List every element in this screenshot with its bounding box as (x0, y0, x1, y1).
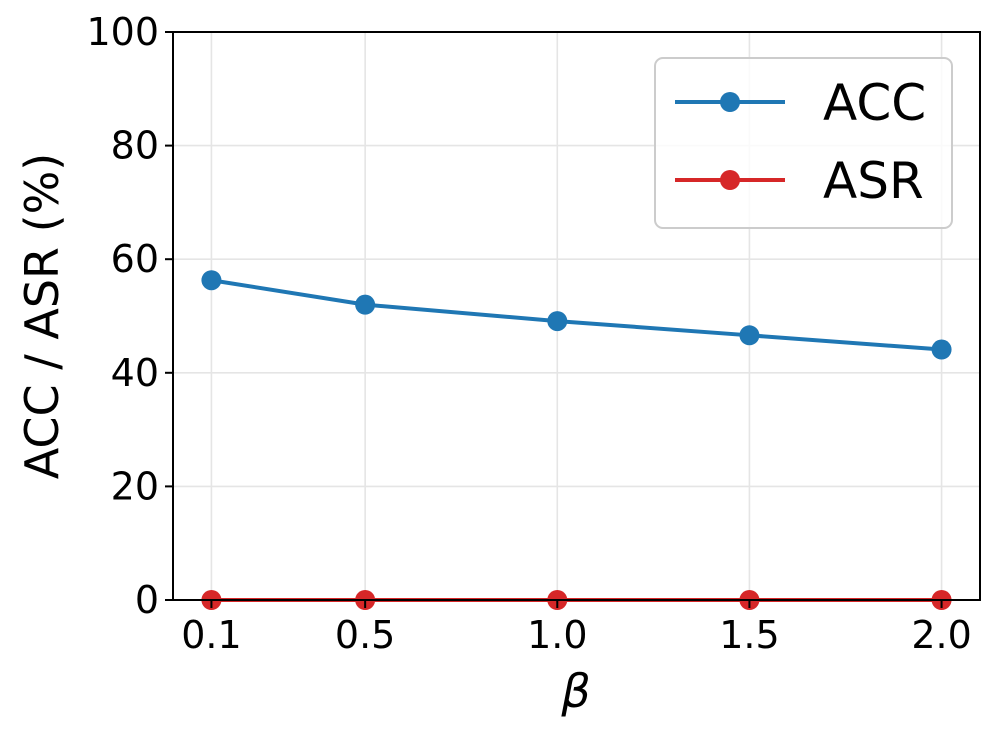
x-tick-label: 0.1 (181, 613, 241, 657)
data-point-acc (355, 294, 376, 315)
y-tick-label: 20 (111, 464, 159, 508)
x-axis: 0.1 0.5 1.0 1.5 2.0 (181, 600, 972, 657)
x-tick-label: 0.5 (335, 613, 395, 657)
legend-acc-label: ACC (823, 74, 926, 132)
data-point-acc (201, 270, 222, 291)
y-tick-label: 0 (135, 578, 159, 622)
y-axis-title: ACC / ASR (%) (15, 153, 69, 480)
y-axis: 0 20 40 60 80 100 (86, 10, 173, 622)
legend-acc-marker (720, 92, 740, 112)
legend: ACC ASR (654, 57, 953, 229)
data-point-acc (547, 311, 568, 332)
legend-asr-label: ASR (823, 152, 924, 210)
plot-frame (172, 31, 981, 601)
x-axis-title: β (560, 664, 590, 718)
legend-asr-marker (720, 170, 740, 190)
series-layer (201, 270, 952, 610)
y-tick-label: 80 (111, 124, 159, 168)
y-tick-label: 60 (111, 237, 159, 281)
series-line-acc (211, 278, 942, 352)
x-tick-label: 1.5 (719, 613, 779, 657)
data-point-acc (931, 339, 952, 360)
data-point-acc (739, 325, 760, 346)
x-tick-label: 1.0 (527, 613, 587, 657)
x-tick-label: 2.0 (911, 613, 971, 657)
y-tick-label: 100 (86, 10, 159, 54)
y-tick-label: 40 (111, 351, 159, 395)
